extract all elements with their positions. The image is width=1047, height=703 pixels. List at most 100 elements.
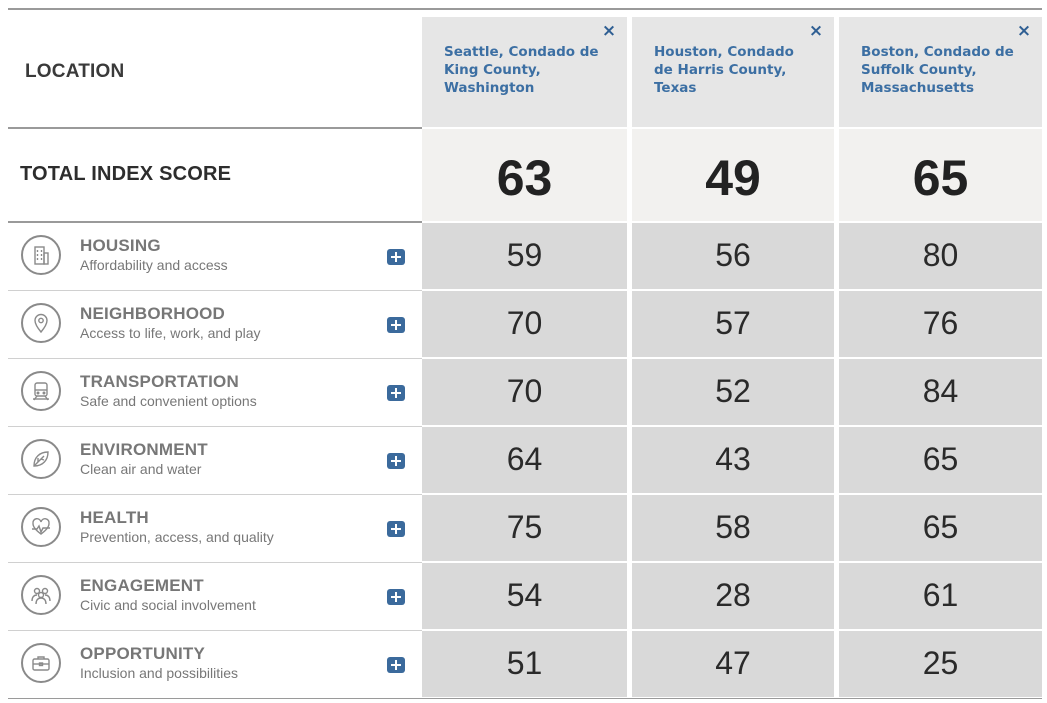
category-row: TRANSPORTATION Safe and convenient option… bbox=[8, 359, 422, 426]
category-score-value: 25 bbox=[922, 645, 959, 681]
total-divider bbox=[8, 221, 422, 223]
expand-plus-icon[interactable] bbox=[387, 521, 405, 537]
category-title: HOUSING bbox=[80, 236, 161, 255]
location-column-header-3: Boston, Condado de Suffolk County, Massa… bbox=[839, 17, 1042, 127]
expand-plus-icon[interactable] bbox=[387, 657, 405, 673]
location-name: Houston, Condado de Harris County, Texas bbox=[654, 44, 794, 96]
total-score-value: 65 bbox=[912, 150, 969, 206]
category-score-cell: 70 bbox=[422, 359, 627, 425]
category-score-value: 65 bbox=[922, 509, 959, 545]
total-score-cell: 49 bbox=[632, 129, 834, 221]
category-score-value: 70 bbox=[506, 373, 543, 409]
close-icon[interactable]: × bbox=[601, 21, 617, 41]
close-icon[interactable]: × bbox=[808, 21, 824, 41]
row-divider bbox=[8, 562, 422, 563]
header-divider bbox=[8, 127, 422, 129]
category-score-cell: 54 bbox=[422, 563, 627, 629]
location-column-header-2: Houston, Condado de Harris County, Texas… bbox=[632, 17, 834, 127]
category-title: OPPORTUNITY bbox=[80, 644, 205, 663]
category-row: OPPORTUNITY Inclusion and possibilities bbox=[8, 631, 422, 698]
total-score-value: 63 bbox=[496, 150, 553, 206]
location-column-header-1: Seattle, Condado de King County, Washing… bbox=[422, 17, 627, 127]
row-divider bbox=[8, 290, 422, 291]
category-score-value: 65 bbox=[922, 441, 959, 477]
leaf-icon bbox=[21, 439, 61, 479]
briefcase-icon bbox=[21, 643, 61, 683]
category-subtitle: Safe and convenient options bbox=[80, 393, 257, 409]
category-subtitle: Prevention, access, and quality bbox=[80, 529, 274, 545]
category-score-value: 54 bbox=[506, 577, 543, 613]
category-score-value: 75 bbox=[506, 509, 543, 545]
category-score-value: 84 bbox=[922, 373, 959, 409]
category-title: TRANSPORTATION bbox=[80, 372, 239, 391]
row-divider bbox=[8, 630, 422, 631]
category-score-value: 28 bbox=[715, 577, 751, 613]
people-icon bbox=[21, 575, 61, 615]
location-label: LOCATION bbox=[25, 61, 125, 82]
category-row: HEALTH Prevention, access, and quality bbox=[8, 495, 422, 562]
category-score-cell: 65 bbox=[839, 495, 1042, 561]
category-score-cell: 47 bbox=[632, 631, 834, 697]
location-name: Boston, Condado de Suffolk County, Massa… bbox=[861, 44, 1014, 96]
category-score-cell: 59 bbox=[422, 223, 627, 289]
category-row: ENGAGEMENT Civic and social involvement bbox=[8, 563, 422, 630]
expand-plus-icon[interactable] bbox=[387, 589, 405, 605]
category-subtitle: Inclusion and possibilities bbox=[80, 665, 238, 681]
category-score-cell: 75 bbox=[422, 495, 627, 561]
building-icon bbox=[21, 235, 61, 275]
category-score-value: 80 bbox=[922, 237, 959, 273]
category-subtitle: Access to life, work, and play bbox=[80, 325, 261, 341]
total-score-cell: 63 bbox=[422, 129, 627, 221]
location-name: Seattle, Condado de King County, Washing… bbox=[444, 44, 599, 96]
total-score-cell: 65 bbox=[839, 129, 1042, 221]
category-score-cell: 70 bbox=[422, 291, 627, 357]
category-score-cell: 56 bbox=[632, 223, 834, 289]
category-score-cell: 80 bbox=[839, 223, 1042, 289]
category-score-value: 57 bbox=[715, 305, 751, 341]
category-score-value: 52 bbox=[715, 373, 751, 409]
total-score-value: 49 bbox=[705, 150, 761, 206]
category-score-cell: 76 bbox=[839, 291, 1042, 357]
expand-plus-icon[interactable] bbox=[387, 317, 405, 333]
category-score-cell: 58 bbox=[632, 495, 834, 561]
category-subtitle: Civic and social involvement bbox=[80, 597, 256, 613]
category-score-value: 51 bbox=[506, 645, 543, 681]
category-row: HOUSING Affordability and access bbox=[8, 223, 422, 290]
category-score-value: 58 bbox=[715, 509, 751, 545]
train-icon bbox=[21, 371, 61, 411]
expand-plus-icon[interactable] bbox=[387, 453, 405, 469]
row-divider bbox=[8, 426, 422, 427]
category-score-value: 43 bbox=[715, 441, 751, 477]
row-divider bbox=[8, 358, 422, 359]
category-score-value: 56 bbox=[715, 237, 751, 273]
category-score-value: 61 bbox=[922, 577, 959, 613]
category-score-cell: 51 bbox=[422, 631, 627, 697]
category-score-value: 76 bbox=[922, 305, 959, 341]
category-title: ENVIRONMENT bbox=[80, 440, 208, 459]
map-pin-icon bbox=[21, 303, 61, 343]
category-score-cell: 61 bbox=[839, 563, 1042, 629]
category-score-value: 64 bbox=[506, 441, 543, 477]
row-divider bbox=[8, 698, 1042, 699]
category-score-cell: 52 bbox=[632, 359, 834, 425]
category-score-value: 47 bbox=[715, 645, 751, 681]
category-score-cell: 57 bbox=[632, 291, 834, 357]
category-row: NEIGHBORHOOD Access to life, work, and pl… bbox=[8, 291, 422, 358]
category-score-cell: 25 bbox=[839, 631, 1042, 697]
category-title: NEIGHBORHOOD bbox=[80, 304, 226, 323]
category-title: HEALTH bbox=[80, 508, 149, 527]
category-score-cell: 43 bbox=[632, 427, 834, 493]
category-subtitle: Clean air and water bbox=[80, 461, 202, 477]
row-divider bbox=[8, 494, 422, 495]
category-title: ENGAGEMENT bbox=[80, 576, 204, 595]
total-index-score-label: TOTAL INDEX SCORE bbox=[20, 163, 232, 185]
category-score-cell: 28 bbox=[632, 563, 834, 629]
close-icon[interactable]: × bbox=[1016, 21, 1032, 41]
expand-plus-icon[interactable] bbox=[387, 249, 405, 265]
category-score-value: 70 bbox=[506, 305, 543, 341]
category-row: ENVIRONMENT Clean air and water bbox=[8, 427, 422, 494]
category-score-cell: 64 bbox=[422, 427, 627, 493]
top-divider bbox=[8, 8, 1042, 10]
expand-plus-icon[interactable] bbox=[387, 385, 405, 401]
category-score-cell: 84 bbox=[839, 359, 1042, 425]
